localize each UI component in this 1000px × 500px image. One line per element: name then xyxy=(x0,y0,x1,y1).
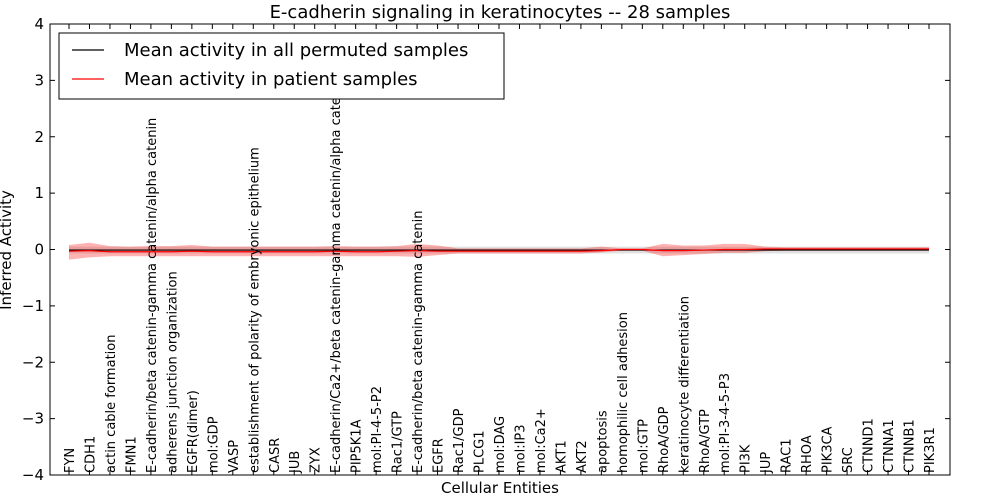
x-category-label: ZYX xyxy=(309,447,324,473)
legend-label-patient: Mean activity in patient samples xyxy=(124,69,418,90)
y-tick-label: −2 xyxy=(22,353,44,371)
x-category-label: mol:Ca2+ xyxy=(534,408,549,473)
legend-box xyxy=(58,32,505,100)
x-category-label: FYN xyxy=(63,448,78,473)
x-category-label: CTNND1 xyxy=(862,418,877,473)
x-category-label: JUP xyxy=(759,452,774,474)
x-category-label: apoptosis xyxy=(595,410,610,473)
x-category-label: RhoA/GDP xyxy=(657,406,672,473)
x-category-label: RhoA/GTP xyxy=(698,409,713,473)
series-lines xyxy=(68,248,929,253)
y-tick-label: 1 xyxy=(34,184,44,202)
x-category-label: CTNNB1 xyxy=(903,419,918,473)
x-category-label: mol:GTP xyxy=(636,419,651,473)
x-category-label: EGFR(dimer) xyxy=(186,390,201,473)
x-category-label: mol:IP3 xyxy=(513,424,528,473)
x-category-label: SRC xyxy=(841,447,856,473)
legend: Mean activity in all permuted samples Me… xyxy=(58,32,505,100)
x-category-label: keratinocyte differentiation xyxy=(677,296,692,473)
x-category-label: CDH1 xyxy=(83,436,98,473)
x-category-label: PIK3CA xyxy=(821,426,836,473)
x-category-label: AKT2 xyxy=(575,440,590,473)
x-axis-label: Cellular Entities xyxy=(441,479,559,497)
y-tick-label: −4 xyxy=(22,466,44,484)
y-tick-label: 3 xyxy=(34,71,44,89)
y-axis: 4 3 2 1 0 −1 −2 −3 −4 xyxy=(22,15,950,484)
x-category-label: mol:PI-4-5-P2 xyxy=(370,386,385,473)
y-tick-label: −3 xyxy=(22,410,44,428)
x-category-label: mol:PI-3-4-5-P3 xyxy=(718,373,733,473)
x-axis xyxy=(68,24,930,475)
x-category-label: EGFR xyxy=(432,438,447,473)
y-tick-label: −1 xyxy=(22,297,44,315)
y-tick-label: 4 xyxy=(34,15,44,33)
x-category-label: AKT1 xyxy=(554,440,569,473)
x-category-label: establishment of polarity of embryonic e… xyxy=(247,147,262,473)
chart-title: E-cadherin signaling in keratinocytes --… xyxy=(270,2,731,23)
legend-label-permuted: Mean activity in all permuted samples xyxy=(124,40,468,61)
x-category-label: actin cable formation xyxy=(104,335,119,473)
x-category-label: E-cadherin/Ca2+/beta catenin-gamma caten… xyxy=(329,77,344,473)
x-category-label: Rac1/GTP xyxy=(391,411,406,473)
x-category-label: CTNNA1 xyxy=(882,419,897,473)
x-category-label: Rac1/GDP xyxy=(452,408,467,473)
y-tick-label: 0 xyxy=(34,241,44,259)
x-category-label: VASP xyxy=(227,440,242,473)
x-category-label: PLCG1 xyxy=(473,430,488,473)
x-category-label: JUB xyxy=(288,451,303,474)
x-category-label: FMN1 xyxy=(124,436,139,473)
x-category-label: PI3K xyxy=(739,444,754,473)
x-category-label: mol:DAG xyxy=(493,416,508,473)
line-series-1 xyxy=(68,248,929,253)
x-category-label: homophilic cell adhesion xyxy=(616,312,631,473)
y-tick-label: 2 xyxy=(34,128,44,146)
x-category-label: PIP5K1A xyxy=(350,419,365,473)
x-category-label: adherens junction organization xyxy=(165,271,180,473)
x-category-label: mol:GDP xyxy=(206,416,221,473)
x-category-label: RAC1 xyxy=(780,438,795,473)
x-category-label: RHOA xyxy=(800,435,815,473)
y-axis-label: Inferred Activity xyxy=(0,190,15,310)
x-category-label: E-cadherin/beta catenin-gamma catenin/al… xyxy=(145,118,160,473)
x-category-label: PIK3R1 xyxy=(923,427,938,473)
x-category-label: CASR xyxy=(268,438,283,473)
category-labels: FYN CDH1 actin cable formation FMN1 E-cadher… xyxy=(63,77,938,474)
x-category-label: E-cadherin/beta catenin-gamma catenin xyxy=(411,211,426,473)
